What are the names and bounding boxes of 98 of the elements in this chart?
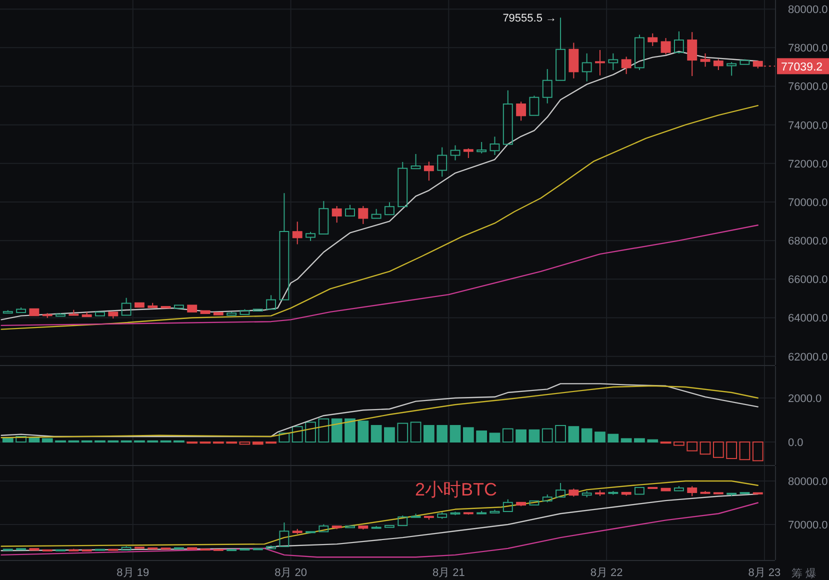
y-tick-label: 0.0 bbox=[788, 437, 804, 450]
bar bbox=[542, 428, 553, 443]
bar bbox=[594, 432, 606, 443]
candlestick bbox=[490, 136, 500, 156]
bar bbox=[450, 425, 461, 443]
candlestick bbox=[556, 482, 566, 498]
y-tick-label: 68000.0 bbox=[788, 236, 828, 248]
bar bbox=[700, 442, 711, 455]
candlestick bbox=[595, 50, 605, 76]
bar bbox=[634, 438, 645, 443]
candlestick bbox=[187, 547, 198, 550]
annotation: 2小时BTC bbox=[414, 480, 497, 500]
bar bbox=[489, 432, 500, 443]
bar bbox=[424, 425, 434, 443]
candlestick bbox=[29, 548, 40, 551]
candlestick bbox=[410, 153, 421, 170]
bar bbox=[397, 422, 408, 443]
candlestick bbox=[424, 161, 434, 182]
y-tick-label: 76000.0 bbox=[788, 81, 828, 94]
bar bbox=[516, 429, 526, 443]
candlestick bbox=[502, 90, 513, 145]
bar bbox=[674, 442, 684, 446]
candlestick bbox=[384, 525, 394, 528]
bar bbox=[318, 418, 330, 443]
bar bbox=[712, 442, 724, 458]
bar bbox=[292, 426, 303, 443]
candlestick bbox=[292, 221, 302, 245]
bar bbox=[726, 442, 738, 460]
bar bbox=[647, 439, 658, 443]
bar bbox=[384, 427, 395, 443]
candlestick bbox=[450, 144, 460, 161]
candlestick bbox=[121, 297, 132, 316]
candlestick bbox=[410, 513, 421, 518]
candlestick bbox=[542, 68, 552, 104]
candlestick bbox=[568, 42, 579, 79]
candlestick bbox=[634, 486, 644, 495]
candlestick bbox=[398, 161, 408, 208]
candlestick bbox=[95, 312, 105, 316]
y-tick-label: 80000.0 bbox=[788, 4, 828, 16]
bar bbox=[620, 438, 632, 443]
candlestick bbox=[29, 308, 40, 316]
bar bbox=[358, 420, 369, 443]
bar bbox=[370, 425, 382, 443]
candlestick bbox=[556, 17, 566, 81]
bar bbox=[476, 430, 488, 443]
candlestick bbox=[582, 52, 592, 82]
bar bbox=[331, 418, 342, 443]
candlestick bbox=[134, 302, 144, 308]
text: 筹 爆 bbox=[792, 568, 817, 580]
y-tick-label: 72000.0 bbox=[788, 158, 828, 170]
annotation: 79555.5 → bbox=[502, 12, 557, 25]
x-tick-label: 8月 20 bbox=[274, 567, 307, 579]
candlestick bbox=[279, 192, 290, 300]
y-tick-label: 2000.0 bbox=[788, 393, 822, 406]
candlestick bbox=[200, 310, 210, 314]
bar bbox=[436, 425, 448, 443]
y-tick-label: 70000.0 bbox=[788, 196, 828, 209]
y-tick-label: 66000.0 bbox=[788, 274, 828, 286]
bar bbox=[528, 429, 540, 443]
candlestick bbox=[529, 500, 540, 506]
bar bbox=[305, 422, 316, 443]
bar bbox=[686, 442, 698, 452]
candlestick bbox=[213, 312, 224, 316]
candlestick bbox=[187, 304, 198, 312]
x-tick-label: 8月 22 bbox=[590, 567, 623, 579]
candlestick bbox=[371, 208, 382, 219]
y-tick-label: 62000.0 bbox=[788, 351, 828, 364]
bar bbox=[555, 425, 566, 443]
candlestick bbox=[266, 294, 276, 310]
bar bbox=[502, 428, 514, 443]
y-tick-label: 64000.0 bbox=[788, 312, 828, 325]
candlestick bbox=[279, 522, 290, 548]
x-tick-label: 8月 19 bbox=[116, 567, 150, 579]
x-tick-label: 8月 23 bbox=[748, 567, 781, 579]
bar bbox=[462, 427, 474, 443]
candlestick bbox=[252, 308, 263, 312]
bar bbox=[239, 442, 250, 445]
bar bbox=[410, 422, 422, 443]
bar bbox=[42, 438, 53, 443]
bar bbox=[739, 442, 750, 460]
candlestick bbox=[82, 312, 92, 318]
bar bbox=[608, 434, 619, 443]
y-tick-label: 80000.0 bbox=[788, 476, 828, 488]
y-tick-label: 74000.0 bbox=[788, 120, 828, 132]
candlestick bbox=[687, 32, 698, 77]
y-tick-label: 70000.0 bbox=[788, 520, 828, 532]
candlestick bbox=[660, 488, 671, 492]
bar bbox=[568, 426, 580, 443]
bar bbox=[344, 418, 356, 443]
bar bbox=[581, 428, 592, 443]
x-tick-label: 8月 21 bbox=[432, 567, 465, 579]
candlestick bbox=[318, 200, 329, 235]
candlestick bbox=[345, 526, 355, 528]
annotation: 77039.2 bbox=[781, 62, 823, 74]
bar bbox=[252, 442, 264, 445]
candlestick bbox=[174, 304, 184, 309]
y-tick-label: 78000.0 bbox=[788, 42, 828, 55]
bar bbox=[752, 442, 764, 462]
